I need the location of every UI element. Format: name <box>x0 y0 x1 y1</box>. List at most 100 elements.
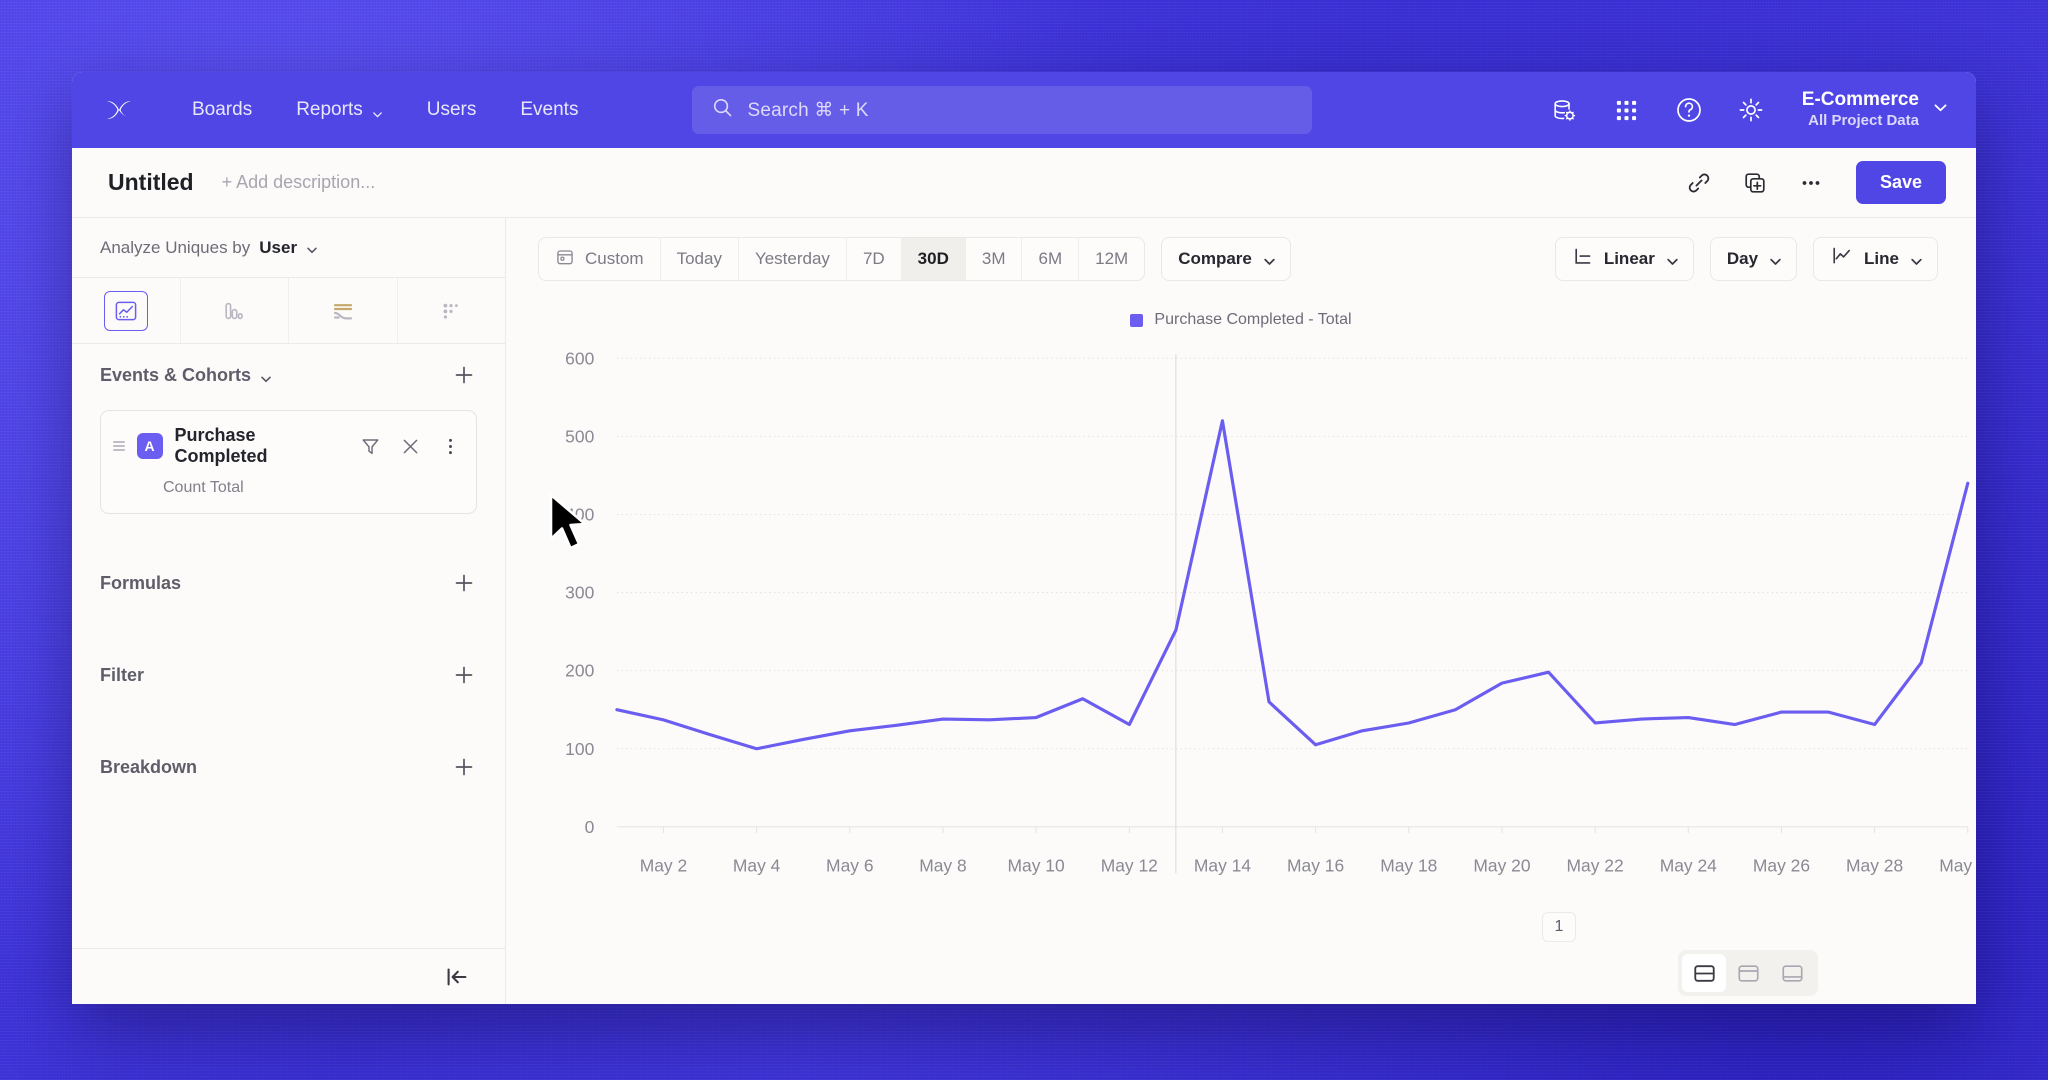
search-placeholder: Search ⌘ + K <box>747 99 869 121</box>
date-range-custom-label: Custom <box>585 249 644 268</box>
date-range-12m-label: 12M <box>1095 249 1129 268</box>
sidebar-spacer <box>72 798 505 948</box>
title-bar-actions: Save <box>1684 161 1946 204</box>
mixpanel-logo-icon[interactable] <box>98 89 140 131</box>
more-horizontal-icon[interactable] <box>1796 168 1826 198</box>
x-axis-tick: May 24 <box>1660 856 1718 876</box>
collapse-sidebar-icon[interactable] <box>443 963 471 991</box>
project-subtitle: All Project Data <box>1808 111 1919 129</box>
link-icon[interactable] <box>1684 168 1714 198</box>
drag-handle-icon[interactable] <box>113 441 125 451</box>
event-measure[interactable]: Count Total <box>163 479 244 496</box>
filter-section-header: Filter <box>72 644 505 706</box>
add-event-button[interactable] <box>451 362 477 388</box>
x-axis-tick: May 4 <box>733 856 781 876</box>
y-axis-tick: 600 <box>565 348 594 368</box>
add-breakdown-button[interactable] <box>451 754 477 780</box>
chevron-down-icon <box>1933 100 1948 120</box>
layout-top-panel[interactable] <box>1726 954 1770 992</box>
interval-label: Day <box>1726 249 1759 268</box>
date-range-today[interactable]: Today <box>661 238 739 280</box>
breakdown-section-header: Breakdown <box>72 736 505 798</box>
layout-bottom-panel[interactable] <box>1770 954 1814 992</box>
project-selector[interactable]: E-Commerce All Project Data <box>1802 89 1948 130</box>
date-range-today-label: Today <box>676 249 722 268</box>
chart-footer: 1 <box>506 908 1976 1004</box>
nav-item-boards[interactable]: Boards <box>170 91 274 129</box>
date-range-yesterday[interactable]: Yesterday <box>739 238 847 280</box>
chart-toolbar: Custom Today Yesterday 7D 30D <box>506 218 1976 300</box>
duplicate-add-icon[interactable] <box>1740 168 1770 198</box>
filter-funnel-icon[interactable] <box>358 434 382 458</box>
workspace: Analyze Uniques by User <box>72 218 1976 1004</box>
compare-dropdown[interactable]: Compare <box>1161 237 1291 281</box>
date-range-3m[interactable]: 3M <box>966 238 1023 280</box>
nav-item-reports[interactable]: Reports <box>274 91 405 129</box>
y-axis-tick: 300 <box>565 583 594 603</box>
line-chart-icon <box>1830 245 1853 273</box>
formulas-title-wrap: Formulas <box>100 573 181 594</box>
nav-item-events-label: Events <box>520 99 579 120</box>
events-cohorts-title: Events & Cohorts <box>100 364 252 385</box>
legend-label[interactable]: Purchase Completed - Total <box>1154 311 1352 328</box>
date-range-6m[interactable]: 6M <box>1022 238 1080 280</box>
chart-panel: Custom Today Yesterday 7D 30D <box>506 218 1976 1004</box>
add-description-input[interactable]: + Add description... <box>221 172 376 192</box>
date-range-7d-label: 7D <box>862 249 885 268</box>
x-axis-tick: May 14 <box>1194 856 1252 876</box>
page-indicator[interactable]: 1 <box>1542 912 1576 942</box>
date-range-7d[interactable]: 7D <box>847 238 902 280</box>
x-axis-tick: May 18 <box>1380 856 1437 876</box>
chart-type-dropdown[interactable]: Line <box>1813 237 1938 281</box>
date-range-selector: Custom Today Yesterday 7D 30D <box>538 237 1146 281</box>
date-range-3m-label: 3M <box>981 249 1006 268</box>
event-letter-badge: A <box>136 433 163 459</box>
x-axis-tick: May 12 <box>1101 856 1158 876</box>
chevron-down-icon <box>1263 253 1275 265</box>
events-cohorts-toggle[interactable]: Events & Cohorts <box>100 365 271 386</box>
add-filter-button[interactable] <box>451 662 477 688</box>
date-range-30d[interactable]: 30D <box>901 238 966 280</box>
save-button[interactable]: Save <box>1855 161 1946 204</box>
date-range-6m-label: 6M <box>1038 249 1063 268</box>
analyze-value-dropdown[interactable]: User <box>259 237 298 257</box>
event-name[interactable]: Purchase Completed <box>174 425 268 466</box>
line-chart-svg[interactable]: 0 100 200 300 400 500 600 May 2 May 4 May 6 May 8 M… <box>506 340 1976 908</box>
page-title[interactable]: Untitled <box>108 169 194 195</box>
plot-area[interactable]: 0 100 200 300 400 500 600 May 2 May 4 May 6 May 8 M… <box>506 340 1976 908</box>
scale-dropdown[interactable]: Linear <box>1554 237 1694 281</box>
event-card-header: A Purchase Completed <box>113 425 462 467</box>
nav-item-users[interactable]: Users <box>405 91 499 129</box>
chevron-down-icon[interactable] <box>306 241 317 254</box>
analyze-prefix-label: Analyze Uniques by <box>100 237 251 257</box>
filter-title-wrap: Filter <box>100 665 144 686</box>
interval-dropdown[interactable]: Day <box>1709 237 1798 281</box>
layout-split-horizontal[interactable] <box>1682 954 1726 992</box>
database-settings-icon[interactable] <box>1548 93 1582 127</box>
chevron-down-icon <box>260 369 271 382</box>
date-range-custom[interactable]: Custom <box>539 238 661 280</box>
filter-title: Filter <box>100 664 145 685</box>
x-axis-tick: May 30 <box>1939 856 1976 876</box>
bar-chart-tab[interactable] <box>181 278 289 343</box>
date-range-12m[interactable]: 12M <box>1079 238 1144 280</box>
series-line-purchase-completed-total[interactable] <box>615 419 1970 751</box>
event-card[interactable]: A Purchase Completed <box>100 410 477 514</box>
line-chart-tab[interactable] <box>72 278 181 343</box>
flow-chart-tab[interactable] <box>289 278 398 343</box>
project-name: E-Commerce <box>1801 89 1919 111</box>
search-input[interactable]: Search ⌘ + K <box>692 86 1313 134</box>
nav-item-events[interactable]: Events <box>498 91 600 129</box>
kebab-menu-icon[interactable] <box>438 434 462 458</box>
apps-grid-icon[interactable] <box>1610 93 1644 127</box>
dot-matrix-tab[interactable] <box>398 278 506 343</box>
event-card-actions <box>358 434 462 458</box>
nav-links: Boards Reports Users Events <box>170 91 600 129</box>
breakdown-title-wrap: Breakdown <box>100 757 197 778</box>
x-axis-tick: May 28 <box>1846 856 1903 876</box>
add-formula-button[interactable] <box>451 570 477 596</box>
help-circle-icon[interactable] <box>1672 93 1706 127</box>
legend-swatch[interactable] <box>1130 313 1144 327</box>
close-icon[interactable] <box>398 434 422 458</box>
gear-icon[interactable] <box>1734 93 1768 127</box>
